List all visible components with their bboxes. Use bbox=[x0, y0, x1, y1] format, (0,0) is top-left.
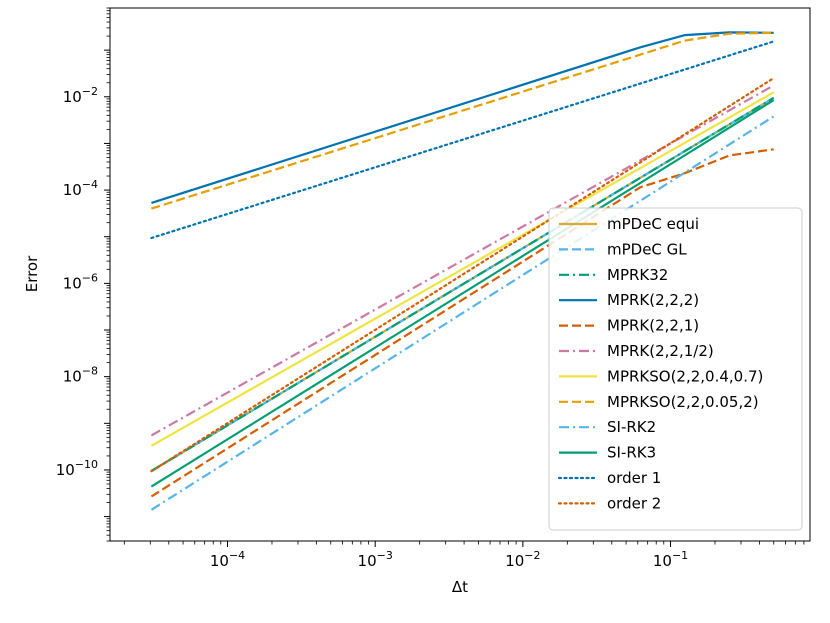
plot-frame bbox=[109, 7, 811, 542]
series-line-5 bbox=[150, 148, 774, 498]
series-line-12 bbox=[150, 77, 775, 473]
legend-label: SI-RK3 bbox=[607, 444, 656, 462]
series-line-8 bbox=[151, 31, 774, 210]
x-axis: 10−4 10−3 10−2 10−1 bbox=[123, 541, 805, 570]
x-axis-label: Δt bbox=[452, 578, 468, 596]
y-axis-label: Error bbox=[23, 255, 41, 292]
legend-label: MPRK(2,2,1/2) bbox=[607, 342, 714, 360]
legend-label: mPDeC GL bbox=[607, 240, 687, 258]
legend: mPDeC equi mPDeC GL MPRK32 MPRK(2,2,2) MPRK(… bbox=[548, 207, 803, 531]
legend-box bbox=[548, 207, 803, 531]
legend-label: SI-RK2 bbox=[607, 418, 656, 436]
y-tick-label: 10−6 bbox=[63, 271, 98, 292]
y-tick-label: 10−8 bbox=[63, 365, 98, 386]
legend-label: MPRK32 bbox=[607, 266, 668, 284]
series-line-3 bbox=[150, 96, 775, 472]
y-axis: 10−10 10−8 10−6 10−4 10−2 bbox=[56, 7, 110, 542]
legend-label: MPRK(2,2,1) bbox=[607, 317, 699, 335]
series-line-7 bbox=[150, 91, 775, 447]
legend-label: MPRKSO(2,2,0.4,0.7) bbox=[607, 367, 763, 385]
y-tick-label: 10−2 bbox=[63, 85, 98, 106]
x-tick-label: 10−4 bbox=[210, 549, 245, 570]
series-line-9 bbox=[150, 115, 775, 511]
legend-label: MPRK(2,2,2) bbox=[607, 291, 699, 309]
legend-label: order 1 bbox=[607, 469, 661, 487]
y-tick-label: 10−10 bbox=[56, 458, 98, 479]
x-tick-label: 10−1 bbox=[653, 549, 688, 570]
legend-label: mPDeC equi bbox=[607, 215, 699, 233]
x-tick-label: 10−3 bbox=[358, 549, 393, 570]
series-line-10 bbox=[150, 99, 775, 488]
series-line-11 bbox=[150, 40, 775, 240]
series-layer bbox=[150, 31, 775, 511]
y-tick-label: 10−4 bbox=[63, 178, 98, 199]
legend-label: MPRKSO(2,2,0.05,2) bbox=[607, 393, 759, 411]
x-tick-label: 10−2 bbox=[505, 549, 540, 570]
legend-label: order 2 bbox=[607, 494, 661, 512]
